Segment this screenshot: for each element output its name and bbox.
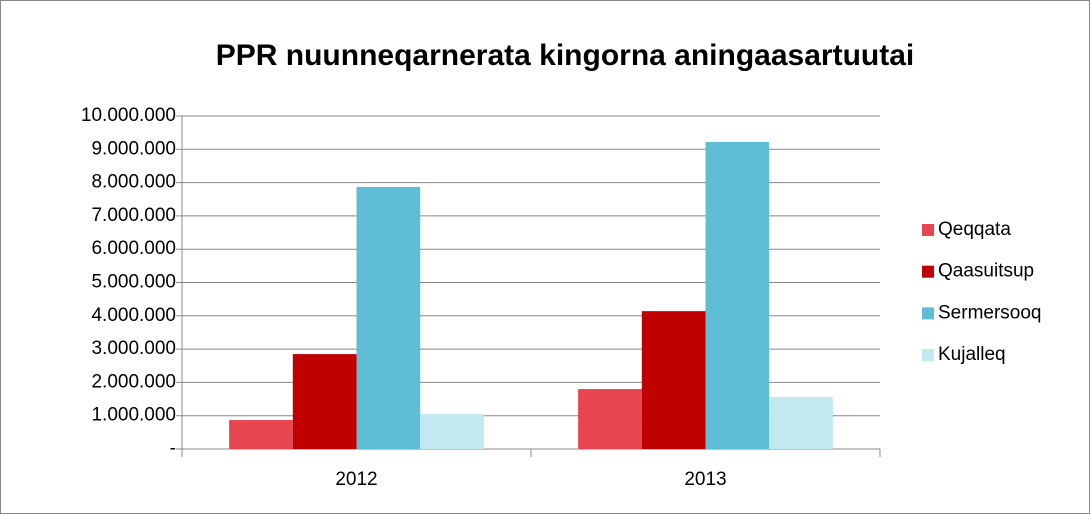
bar [292, 354, 357, 449]
legend-swatch [922, 307, 934, 320]
y-tick-label: 2.000.000 [91, 371, 176, 392]
x-tick-label: 2013 [684, 469, 726, 490]
bar [229, 420, 293, 449]
legend-swatch [922, 349, 934, 362]
y-tick-label: - [170, 438, 176, 459]
legend-label: Qaasuitsup [938, 261, 1034, 282]
y-tick-label: 7.000.000 [91, 205, 176, 226]
legend-label: Sermersooq [938, 302, 1042, 323]
bar [641, 311, 706, 449]
bar [769, 397, 833, 449]
bar [578, 389, 642, 449]
chart-title: PPR nuunneqarnerata kingorna aningaasart… [216, 39, 914, 72]
y-tick-label: 4.000.000 [91, 305, 176, 326]
legend-swatch [922, 265, 934, 278]
bar [356, 186, 421, 449]
y-tick-label: 10.000.000 [81, 105, 176, 126]
y-tick-label: 5.000.000 [91, 272, 176, 293]
y-tick-label: 3.000.000 [91, 338, 176, 359]
bar [420, 414, 484, 449]
bar [705, 141, 770, 449]
y-tick-label: 9.000.000 [91, 138, 176, 159]
y-tick-label: 1.000.000 [91, 405, 176, 426]
x-tick-label: 2012 [335, 469, 377, 490]
legend-swatch [922, 224, 934, 236]
y-tick-label: 8.000.000 [91, 172, 176, 193]
legend-label: Qeqqata [938, 219, 1011, 240]
legend-label: Kujalleq [938, 344, 1006, 365]
y-tick-label: 6.000.000 [91, 238, 176, 259]
